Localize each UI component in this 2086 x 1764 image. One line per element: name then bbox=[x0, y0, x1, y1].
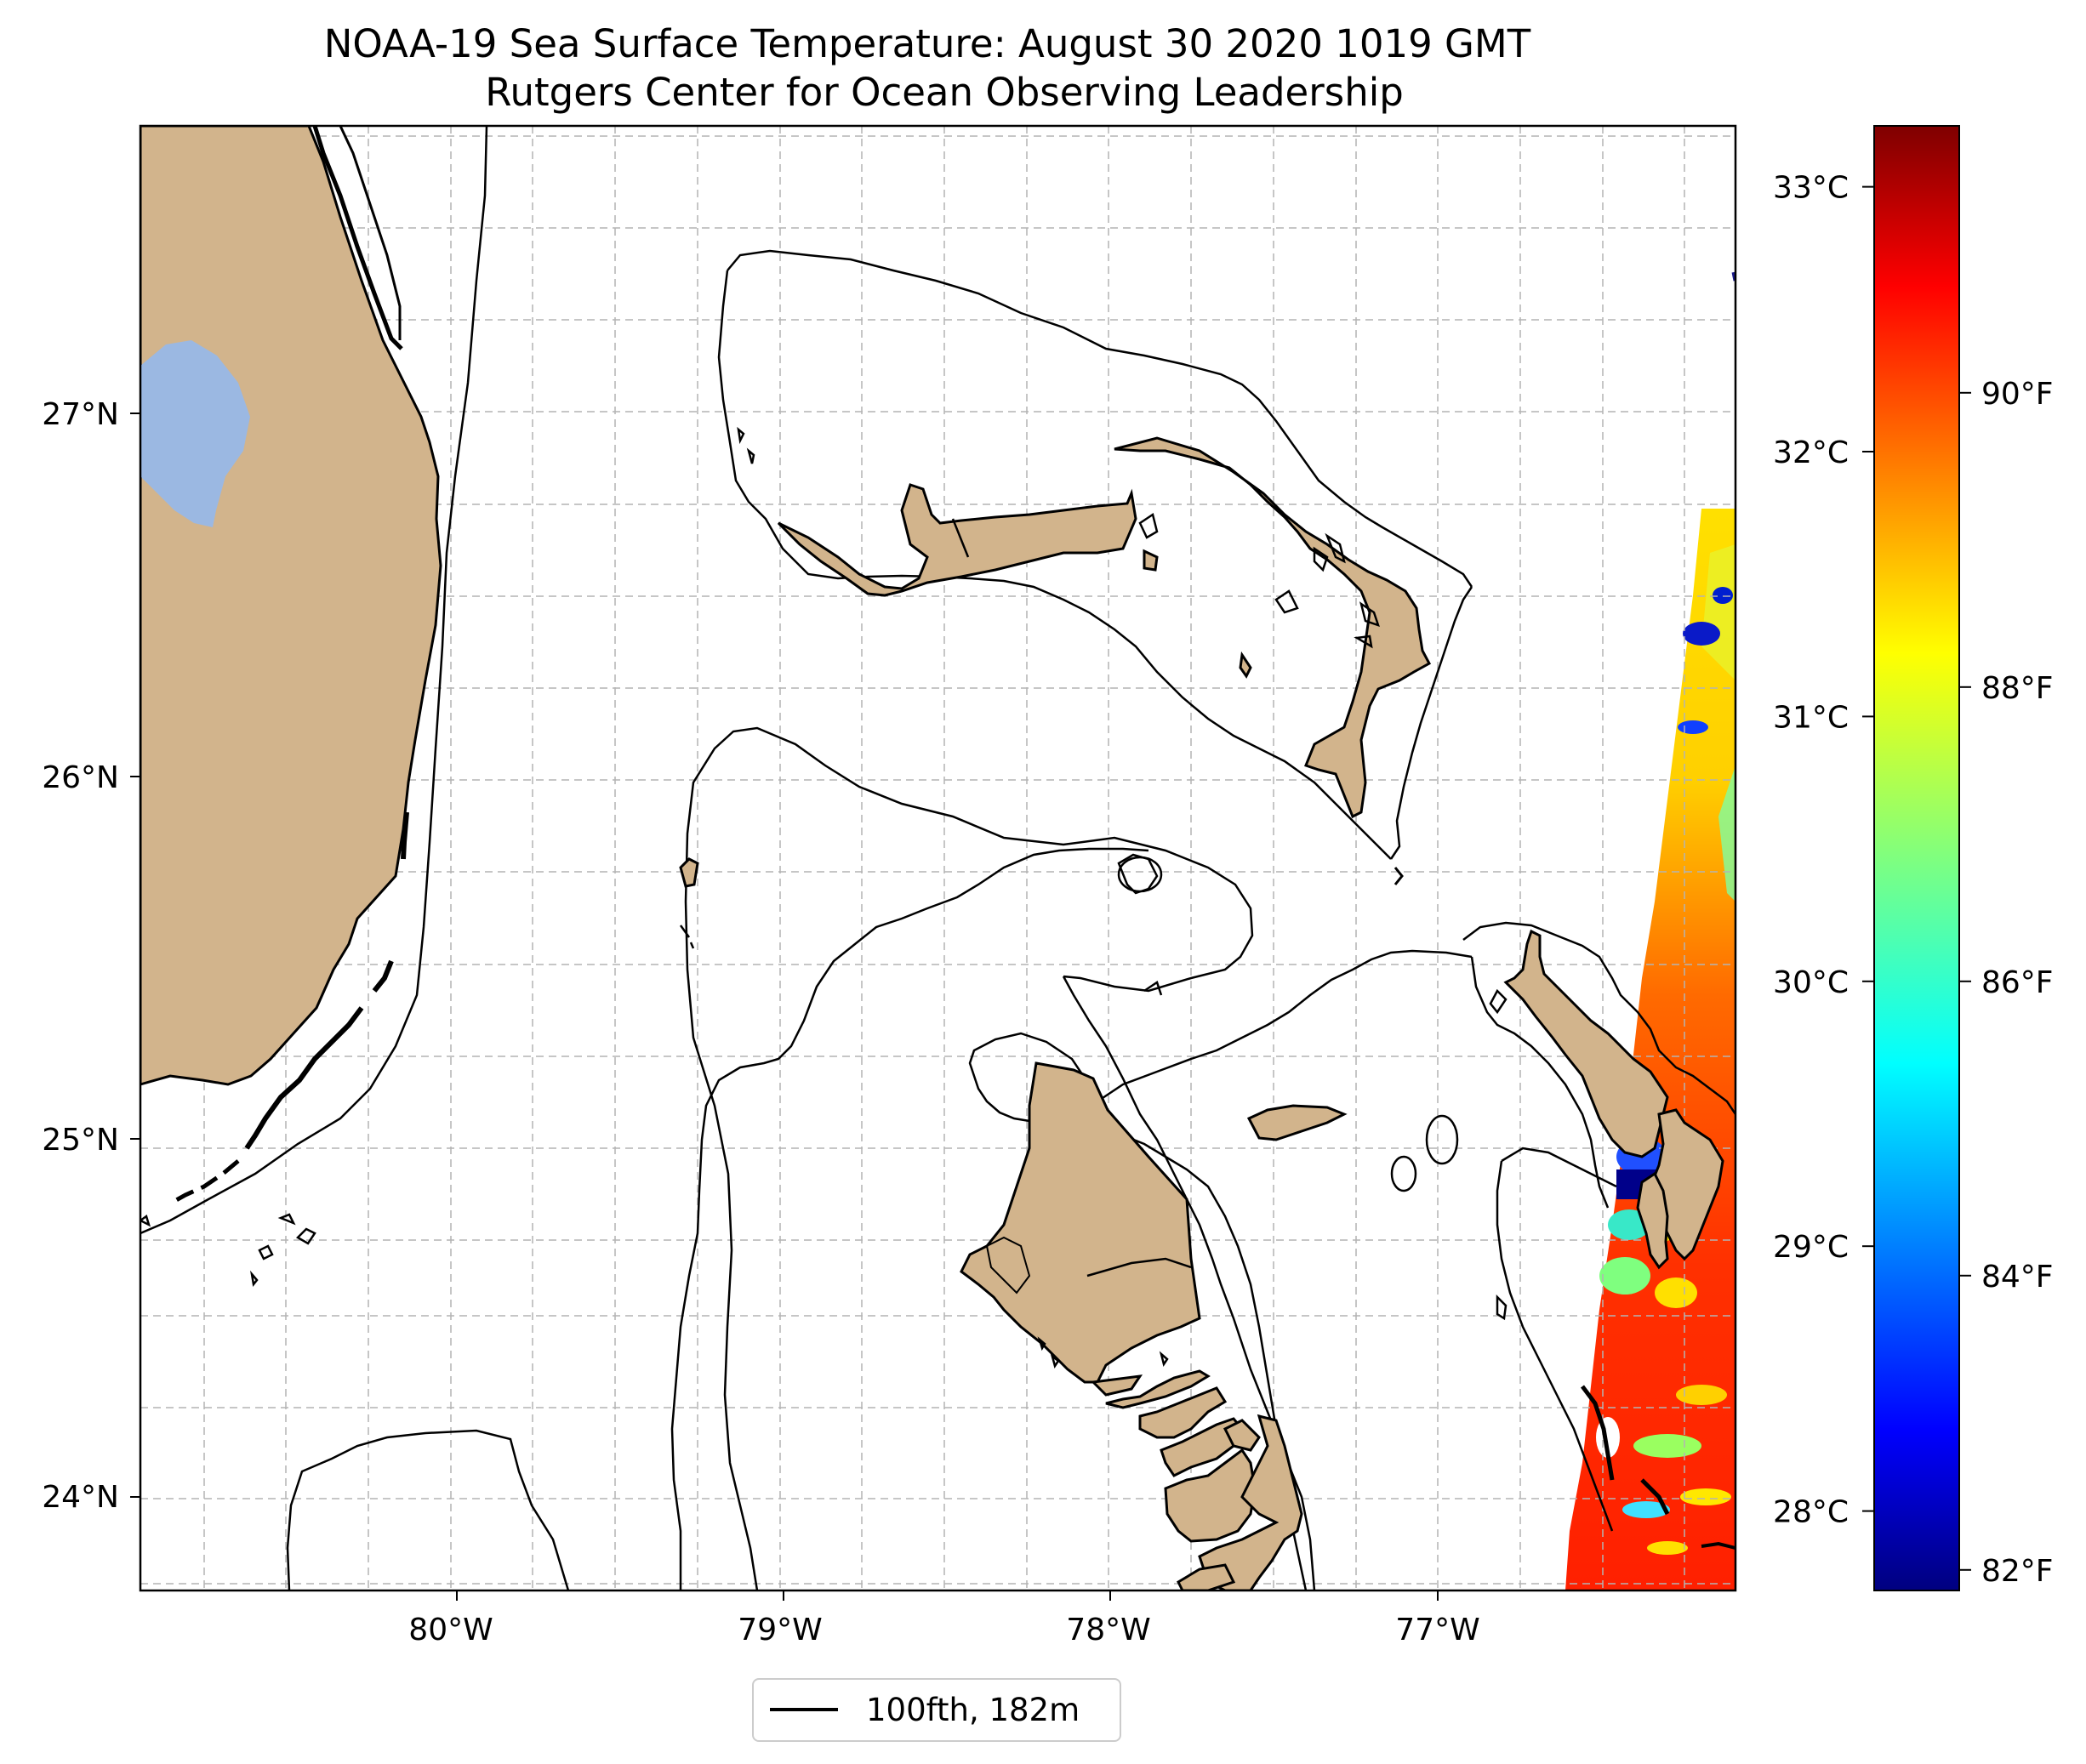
lat-tick-label-26n: 26°N bbox=[42, 760, 119, 795]
legend: 100fth, 182m bbox=[752, 1678, 1121, 1742]
axis-ticks bbox=[130, 413, 1439, 1601]
florida-keys bbox=[244, 1006, 364, 1150]
bahamas-islands bbox=[679, 436, 1724, 1590]
lon-tick-label-78w: 78°W bbox=[1066, 1613, 1150, 1647]
colorbar-fahrenheit-label: 86°F bbox=[1981, 965, 2054, 1000]
lon-tick-label-79w: 79°W bbox=[738, 1613, 822, 1647]
colorbar-ticks: 28°C 29°C 30°C 31°C 32°C 33°C 82°F 84°F 86°F 88°F… bbox=[1773, 171, 2053, 1589]
colorbar bbox=[1873, 125, 1960, 1591]
colorbar-celsius-label: 30°C bbox=[1773, 965, 1849, 1000]
colorbar-fahrenheit-label: 88°F bbox=[1981, 671, 2054, 706]
colorbar-fahrenheit-label: 90°F bbox=[1981, 377, 2054, 412]
legend-label: 100fth, 182m bbox=[866, 1692, 1080, 1728]
map-title-line1: NOAA-19 Sea Surface Temperature: August … bbox=[324, 21, 1531, 66]
colorbar-fahrenheit-label: 82°F bbox=[1981, 1554, 2054, 1589]
map-title-line2: Rutgers Center for Ocean Observing Leade… bbox=[485, 70, 1404, 115]
lon-tick-label-77w: 77°W bbox=[1395, 1613, 1479, 1647]
lat-tick-label-27n: 27°N bbox=[42, 397, 119, 432]
colorbar-celsius-label: 33°C bbox=[1773, 171, 1849, 206]
colorbar-fahrenheit-label: 84°F bbox=[1981, 1260, 2054, 1295]
colorbar-celsius-label: 28°C bbox=[1773, 1495, 1849, 1530]
map-area bbox=[140, 126, 1735, 1590]
lake-okeechobee bbox=[140, 340, 250, 527]
legend-box bbox=[752, 1678, 1121, 1742]
lat-tick-label-25n: 25°N bbox=[42, 1123, 119, 1158]
colorbar-celsius-label: 31°C bbox=[1773, 700, 1849, 735]
colorbar-celsius-label: 32°C bbox=[1773, 435, 1849, 470]
map-frame bbox=[139, 124, 1737, 1592]
lat-tick-label-24n: 24°N bbox=[42, 1480, 119, 1515]
lon-tick-label-80w: 80°W bbox=[408, 1613, 493, 1647]
colorbar-celsius-label: 29°C bbox=[1773, 1230, 1849, 1265]
